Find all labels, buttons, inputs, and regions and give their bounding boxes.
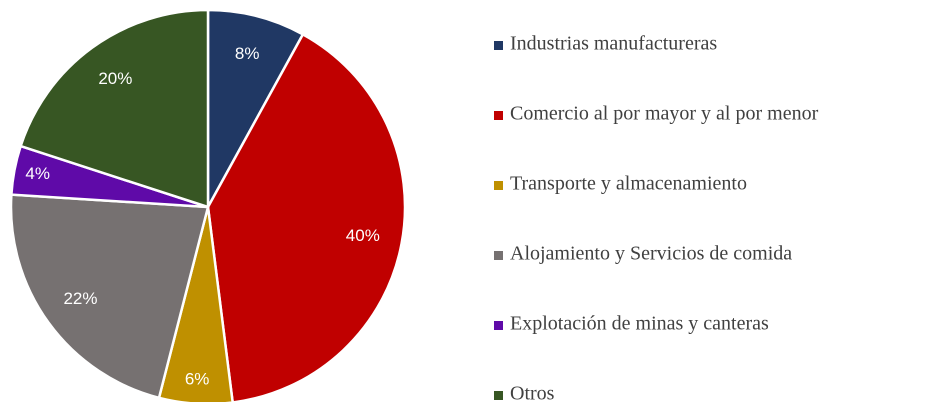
data-label: 22% [63, 289, 97, 308]
legend-swatch [494, 391, 503, 400]
pie-slice [206, 8, 305, 208]
legend-swatch [494, 111, 503, 120]
legend-swatch [494, 41, 503, 50]
pie-slice [19, 8, 210, 209]
legend-label: Comercio al por mayor y al por menor [510, 103, 819, 125]
pie-slice [9, 193, 210, 400]
legend-swatch [494, 251, 503, 260]
data-label: 4% [25, 164, 50, 183]
legend-label: Industrias manufactureras [510, 33, 717, 55]
pie-slice [206, 32, 407, 402]
data-label: 20% [98, 69, 132, 88]
data-label: 8% [235, 44, 260, 63]
legend-label: Otros [510, 383, 555, 402]
legend-swatch [494, 181, 503, 190]
data-label: 40% [346, 226, 380, 245]
legend-label: Explotación de minas y canteras [510, 313, 769, 335]
legend-swatch [494, 321, 503, 330]
legend-label: Alojamiento y Servicios de comida [510, 243, 792, 265]
data-label: 6% [185, 370, 210, 389]
legend-label: Transporte y almacenamiento [510, 173, 747, 195]
